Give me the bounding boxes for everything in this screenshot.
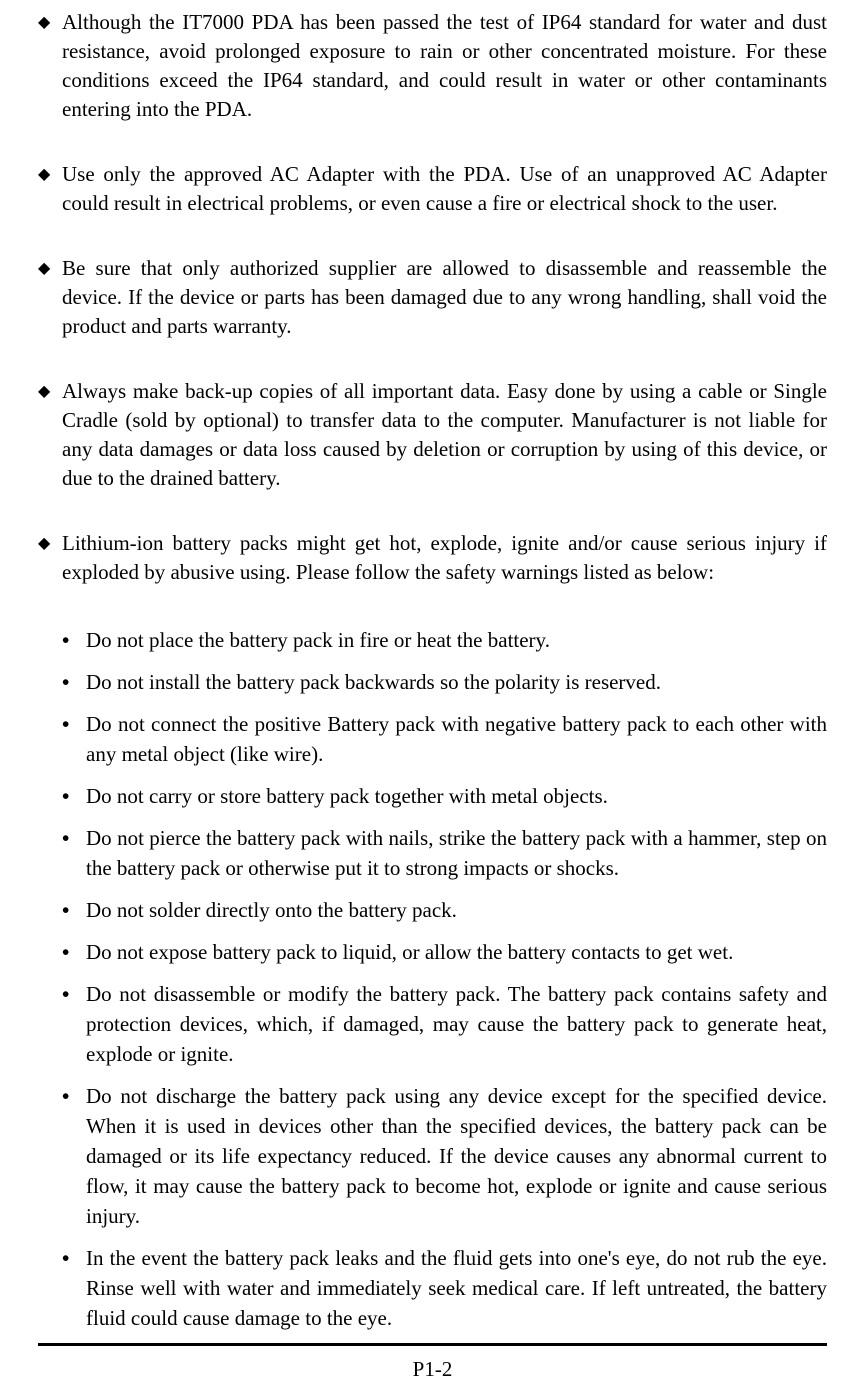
sub-text: Do not connect the positive Battery pack…: [86, 709, 827, 769]
dot-bullet-icon: •: [62, 709, 86, 769]
sub-list: • Do not place the battery pack in fire …: [38, 625, 827, 1333]
page-number: P1-2: [0, 1357, 865, 1382]
sub-list-item: • Do not disassemble or modify the batte…: [62, 979, 827, 1069]
sub-text: Do not disassemble or modify the battery…: [86, 979, 827, 1069]
sub-text: Do not pierce the battery pack with nail…: [86, 823, 827, 883]
diamond-bullet-icon: ◆: [38, 8, 62, 124]
diamond-bullet-icon: ◆: [38, 377, 62, 493]
diamond-text: Use only the approved AC Adapter with th…: [62, 160, 827, 218]
dot-bullet-icon: •: [62, 937, 86, 967]
diamond-list-item: ◆ Although the IT7000 PDA has been passe…: [38, 8, 827, 124]
sub-list-item: • Do not discharge the battery pack usin…: [62, 1081, 827, 1231]
dot-bullet-icon: •: [62, 1081, 86, 1231]
sub-text: Do not install the battery pack backward…: [86, 667, 827, 697]
diamond-bullet-icon: ◆: [38, 254, 62, 341]
dot-bullet-icon: •: [62, 895, 86, 925]
sub-text: Do not place the battery pack in fire or…: [86, 625, 827, 655]
diamond-text: Be sure that only authorized supplier ar…: [62, 254, 827, 341]
dot-bullet-icon: •: [62, 1243, 86, 1333]
diamond-bullet-icon: ◆: [38, 529, 62, 587]
sub-text: Do not expose battery pack to liquid, or…: [86, 937, 827, 967]
sub-list-item: • Do not connect the positive Battery pa…: [62, 709, 827, 769]
diamond-list-item: ◆ Be sure that only authorized supplier …: [38, 254, 827, 341]
sub-text: Do not carry or store battery pack toget…: [86, 781, 827, 811]
sub-list-item: • Do not install the battery pack backwa…: [62, 667, 827, 697]
dot-bullet-icon: •: [62, 625, 86, 655]
sub-list-item: • Do not place the battery pack in fire …: [62, 625, 827, 655]
diamond-list-item: ◆ Lithium-ion battery packs might get ho…: [38, 529, 827, 587]
sub-list-item: • Do not carry or store battery pack tog…: [62, 781, 827, 811]
document-content: ◆ Although the IT7000 PDA has been passe…: [38, 0, 827, 1333]
dot-bullet-icon: •: [62, 823, 86, 883]
sub-text: In the event the battery pack leaks and …: [86, 1243, 827, 1333]
diamond-text: Always make back-up copies of all import…: [62, 377, 827, 493]
diamond-list-item: ◆ Always make back-up copies of all impo…: [38, 377, 827, 493]
diamond-list-item: ◆ Use only the approved AC Adapter with …: [38, 160, 827, 218]
sub-list-item: • In the event the battery pack leaks an…: [62, 1243, 827, 1333]
dot-bullet-icon: •: [62, 667, 86, 697]
diamond-text: Although the IT7000 PDA has been passed …: [62, 8, 827, 124]
dot-bullet-icon: •: [62, 781, 86, 811]
diamond-bullet-icon: ◆: [38, 160, 62, 218]
sub-text: Do not solder directly onto the battery …: [86, 895, 827, 925]
sub-text: Do not discharge the battery pack using …: [86, 1081, 827, 1231]
sub-list-item: • Do not solder directly onto the batter…: [62, 895, 827, 925]
footer-divider: [38, 1343, 827, 1346]
dot-bullet-icon: •: [62, 979, 86, 1069]
sub-list-item: • Do not expose battery pack to liquid, …: [62, 937, 827, 967]
sub-list-item: • Do not pierce the battery pack with na…: [62, 823, 827, 883]
diamond-text: Lithium-ion battery packs might get hot,…: [62, 529, 827, 587]
